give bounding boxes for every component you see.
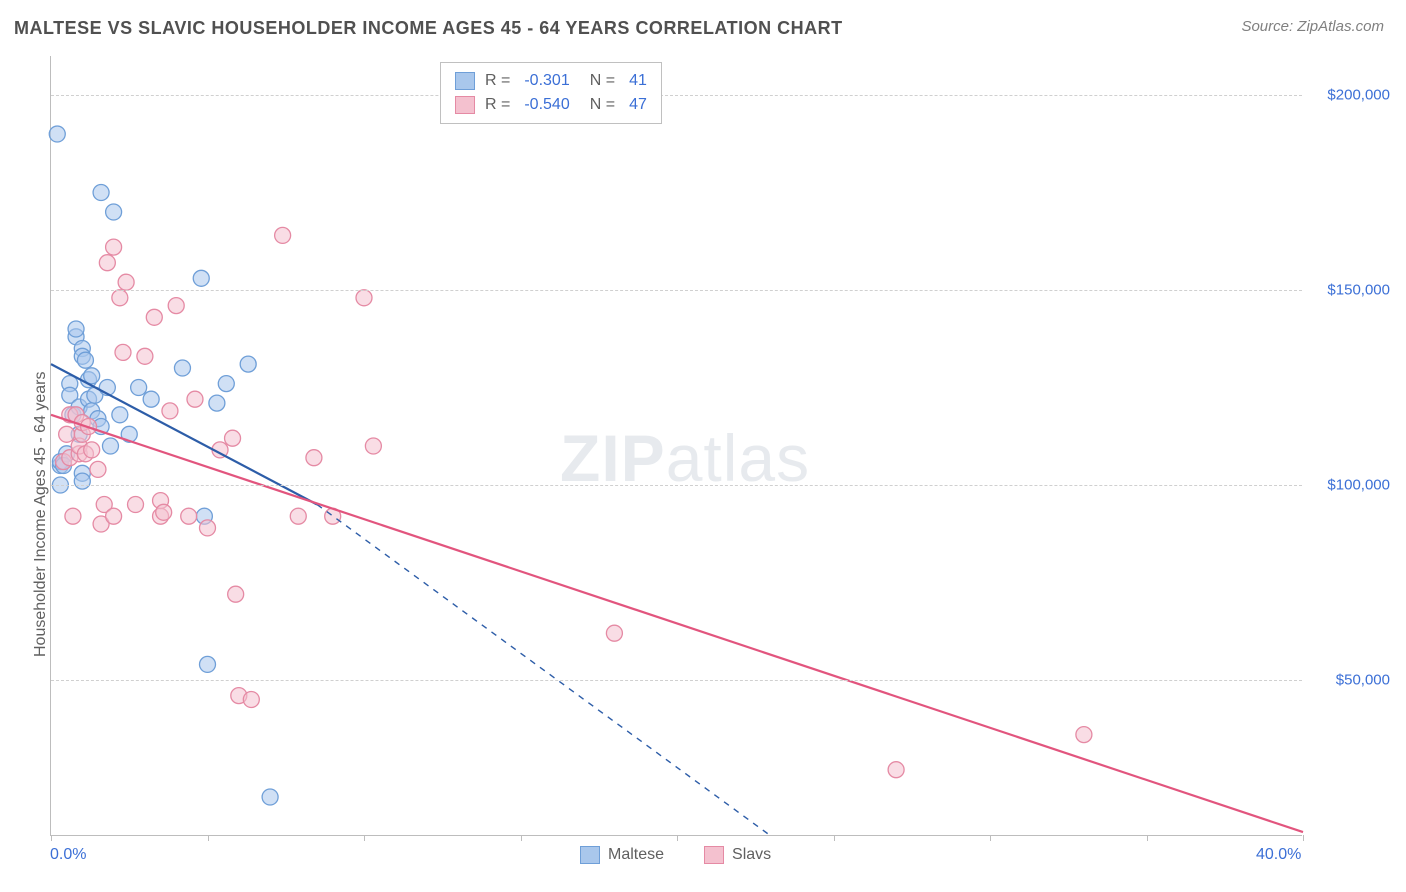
source-label: Source: ZipAtlas.com [1241, 18, 1384, 35]
legend-n-label: N = [590, 72, 615, 90]
scatter-point [306, 450, 322, 466]
x-tick [51, 835, 52, 841]
y-tick-label: $50,000 [1310, 672, 1390, 689]
scatter-point [68, 321, 84, 337]
scatter-point [146, 309, 162, 325]
legend-r-label: R = [485, 72, 510, 90]
legend-n-value: 41 [629, 72, 647, 90]
scatter-point [118, 274, 134, 290]
scatter-point [162, 403, 178, 419]
gridline-h [51, 290, 1302, 291]
x-tick [834, 835, 835, 841]
y-tick-label: $200,000 [1310, 87, 1390, 104]
scatter-point [168, 298, 184, 314]
x-tick [1147, 835, 1148, 841]
scatter-svg [51, 56, 1303, 836]
scatter-point [365, 438, 381, 454]
gridline-h [51, 95, 1302, 96]
scatter-point [356, 290, 372, 306]
scatter-point [90, 461, 106, 477]
gridline-h [51, 485, 1302, 486]
x-tick [990, 835, 991, 841]
trend-line-extrapolated [317, 505, 771, 837]
scatter-point [115, 344, 131, 360]
scatter-point [112, 290, 128, 306]
scatter-point [59, 426, 75, 442]
y-tick-label: $100,000 [1310, 477, 1390, 494]
legend-r-value: -0.301 [524, 72, 569, 90]
legend-top: R = -0.301 N = 41 R = -0.540 N = 47 [440, 62, 662, 124]
x-tick [364, 835, 365, 841]
scatter-point [137, 348, 153, 364]
scatter-point [77, 352, 93, 368]
x-tick [208, 835, 209, 841]
scatter-point [112, 407, 128, 423]
scatter-point [187, 391, 203, 407]
x-axis-max-label: 40.0% [1256, 846, 1301, 864]
legend-n-value: 47 [629, 96, 647, 114]
legend-swatch-icon [704, 846, 724, 864]
scatter-point [290, 508, 306, 524]
scatter-point [174, 360, 190, 376]
legend-n-label: N = [590, 96, 615, 114]
legend-swatch-icon [455, 96, 475, 114]
scatter-point [74, 473, 90, 489]
scatter-point [218, 376, 234, 392]
x-axis-min-label: 0.0% [50, 846, 86, 864]
gridline-h [51, 680, 1302, 681]
scatter-point [240, 356, 256, 372]
legend-swatch-icon [455, 72, 475, 90]
legend-label: Slavs [732, 846, 771, 864]
scatter-point [128, 497, 144, 513]
scatter-point [181, 508, 197, 524]
x-tick [677, 835, 678, 841]
chart-title: MALTESE VS SLAVIC HOUSEHOLDER INCOME AGE… [14, 18, 843, 39]
scatter-point [275, 227, 291, 243]
x-tick [521, 835, 522, 841]
scatter-point [99, 255, 115, 271]
y-tick-label: $150,000 [1310, 282, 1390, 299]
scatter-point [225, 430, 241, 446]
scatter-point [888, 762, 904, 778]
scatter-point [243, 692, 259, 708]
scatter-point [606, 625, 622, 641]
legend-label: Maltese [608, 846, 664, 864]
scatter-point [193, 270, 209, 286]
scatter-point [106, 204, 122, 220]
scatter-point [65, 508, 81, 524]
scatter-point [228, 586, 244, 602]
scatter-point [1076, 727, 1092, 743]
legend-swatch-icon [580, 846, 600, 864]
scatter-point [106, 239, 122, 255]
trend-line [51, 415, 1303, 832]
scatter-point [106, 508, 122, 524]
legend-bottom-item: Maltese [580, 846, 664, 864]
scatter-point [84, 442, 100, 458]
y-axis-title: Householder Income Ages 45 - 64 years [32, 371, 50, 657]
legend-r-label: R = [485, 96, 510, 114]
legend-bottom: Maltese Slavs [580, 846, 771, 864]
legend-top-row: R = -0.540 N = 47 [455, 93, 647, 117]
scatter-point [143, 391, 159, 407]
legend-bottom-item: Slavs [704, 846, 771, 864]
scatter-point [262, 789, 278, 805]
scatter-point [102, 438, 118, 454]
legend-top-row: R = -0.301 N = 41 [455, 69, 647, 93]
scatter-point [131, 380, 147, 396]
scatter-point [200, 656, 216, 672]
scatter-point [49, 126, 65, 142]
legend-r-value: -0.540 [524, 96, 569, 114]
scatter-point [200, 520, 216, 536]
scatter-point [156, 504, 172, 520]
scatter-point [209, 395, 225, 411]
plot-area: $50,000$100,000$150,000$200,000 [50, 56, 1302, 836]
scatter-point [93, 185, 109, 201]
x-tick [1303, 835, 1304, 841]
